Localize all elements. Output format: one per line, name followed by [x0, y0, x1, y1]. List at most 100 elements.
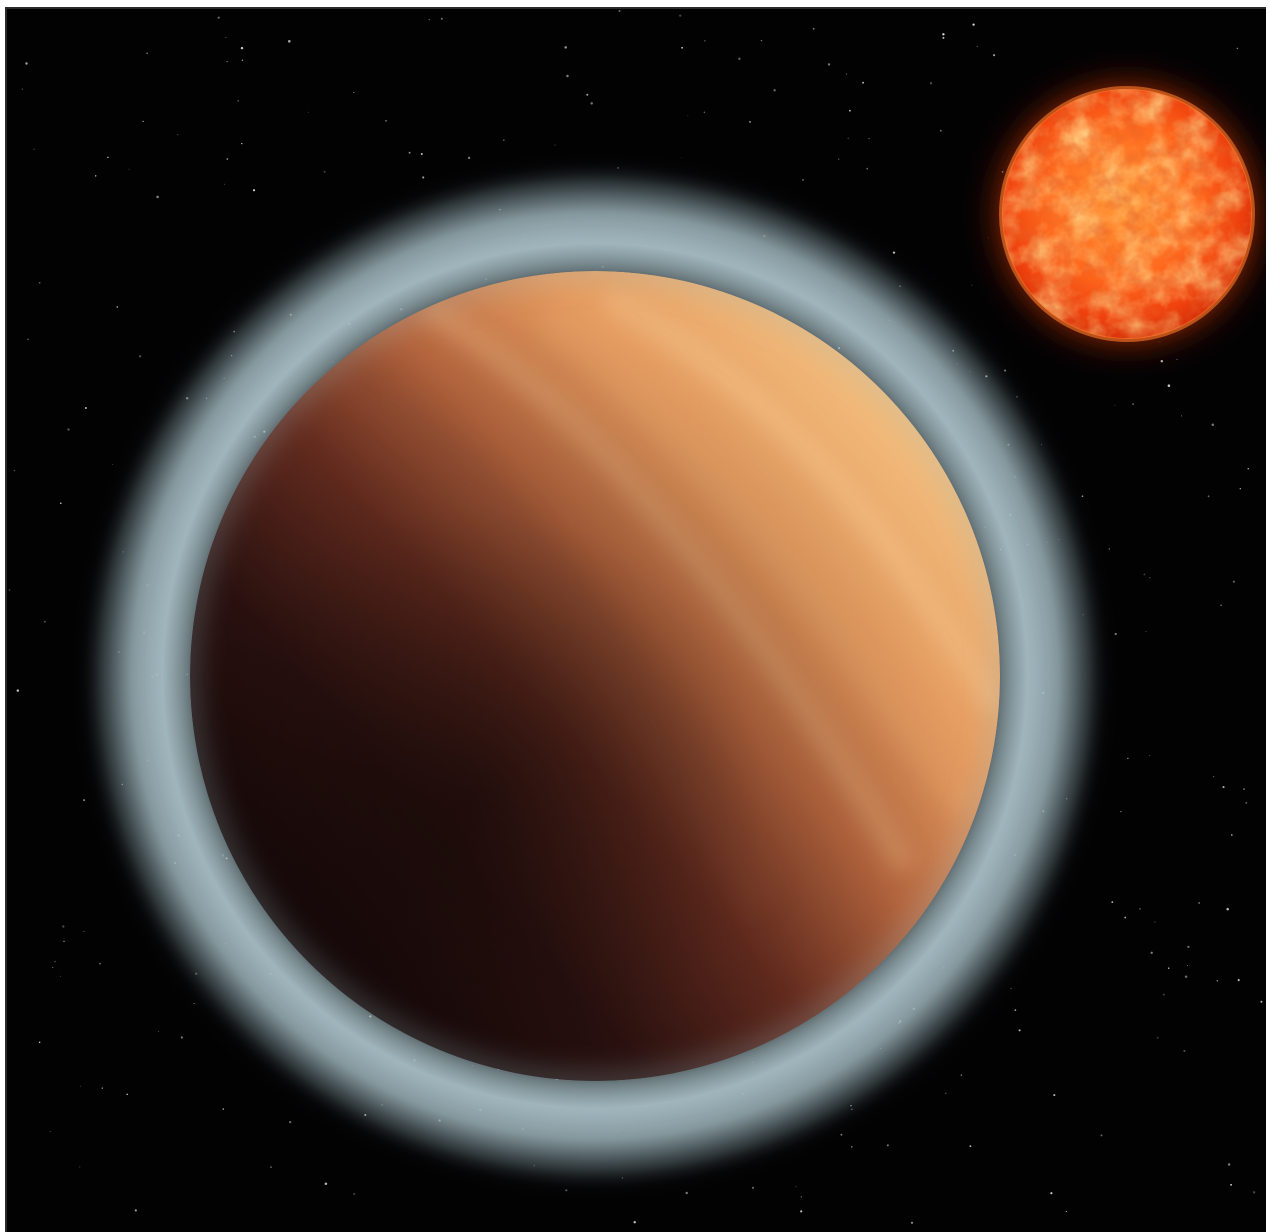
background-star	[972, 23, 975, 26]
background-star	[324, 1182, 328, 1186]
background-star	[157, 1031, 159, 1032]
background-star	[566, 74, 569, 78]
background-star	[323, 170, 326, 173]
background-star	[868, 138, 870, 140]
background-star	[993, 54, 996, 57]
background-star	[687, 115, 689, 117]
planet-icon	[80, 161, 1110, 1191]
background-star	[1220, 604, 1222, 607]
background-star	[112, 463, 114, 465]
background-star	[226, 60, 228, 63]
background-star	[1226, 907, 1229, 911]
background-star	[1050, 1192, 1053, 1195]
background-star	[942, 33, 945, 36]
background-star	[586, 93, 589, 96]
background-star	[180, 1036, 183, 1039]
background-star	[886, 1144, 889, 1147]
background-star	[1207, 495, 1210, 498]
background-star	[1081, 495, 1084, 498]
background-star	[944, 1092, 947, 1095]
background-star	[1176, 358, 1178, 361]
background-star	[554, 144, 556, 146]
space-scene	[7, 9, 1266, 1232]
background-star	[288, 1120, 292, 1124]
background-star	[420, 152, 423, 156]
background-star	[80, 1085, 82, 1087]
background-star	[1156, 1036, 1159, 1039]
background-star	[503, 139, 505, 141]
background-star	[1149, 755, 1151, 757]
background-star	[83, 930, 85, 932]
background-star	[62, 925, 65, 928]
background-star	[134, 1209, 137, 1212]
background-star	[838, 158, 840, 160]
background-star	[800, 1196, 802, 1198]
background-star	[680, 157, 682, 159]
background-star	[1227, 1163, 1231, 1166]
background-star	[13, 469, 16, 472]
background-star	[79, 1166, 81, 1168]
background-star	[976, 45, 978, 47]
background-star	[101, 1087, 103, 1089]
background-star	[969, 1145, 972, 1147]
background-star	[866, 167, 869, 170]
background-star	[679, 14, 682, 17]
background-star	[812, 27, 815, 30]
background-star	[52, 966, 54, 969]
background-star	[840, 1133, 843, 1136]
background-star	[1139, 908, 1141, 910]
background-star	[139, 355, 142, 358]
background-star	[681, 46, 684, 49]
background-star	[1243, 788, 1245, 790]
background-star	[428, 19, 430, 21]
background-star	[1120, 810, 1122, 813]
background-star	[440, 17, 443, 20]
background-star	[1252, 1191, 1256, 1194]
background-star	[63, 940, 65, 942]
background-star	[1260, 1000, 1263, 1003]
background-star	[193, 1003, 195, 1004]
background-star	[270, 1166, 272, 1169]
background-star	[217, 16, 220, 19]
background-star	[851, 1146, 853, 1148]
background-star	[939, 129, 942, 132]
background-star	[748, 120, 752, 123]
background-star	[1114, 632, 1117, 636]
background-star	[126, 1093, 128, 1096]
background-star	[1065, 1210, 1067, 1213]
background-star	[225, 37, 227, 38]
background-star	[1232, 580, 1235, 583]
background-star	[1162, 993, 1165, 996]
background-star	[1184, 975, 1188, 978]
background-star	[385, 120, 387, 122]
background-star	[1127, 757, 1129, 760]
background-star	[83, 799, 86, 802]
background-star	[146, 52, 148, 54]
background-star	[1187, 964, 1189, 966]
background-star	[60, 502, 62, 504]
background-star	[252, 189, 256, 192]
background-star	[849, 109, 851, 112]
background-star	[307, 111, 309, 113]
background-star	[8, 589, 11, 591]
background-star	[107, 156, 109, 159]
background-star	[892, 251, 896, 254]
background-star	[618, 9, 621, 13]
background-star	[1014, 1009, 1017, 1011]
background-star	[240, 46, 244, 50]
background-star	[773, 89, 776, 92]
background-star	[1150, 951, 1153, 954]
background-star	[84, 407, 87, 409]
background-star	[1145, 631, 1147, 633]
background-star	[128, 168, 130, 170]
background-star	[846, 73, 848, 75]
background-star	[1181, 415, 1182, 417]
background-star	[38, 1041, 41, 1044]
background-star	[25, 62, 28, 65]
background-star	[1132, 403, 1134, 405]
background-star	[408, 151, 411, 154]
background-star	[1211, 423, 1215, 426]
background-star	[1183, 1049, 1186, 1052]
background-star	[226, 158, 229, 160]
background-star	[1108, 548, 1110, 550]
